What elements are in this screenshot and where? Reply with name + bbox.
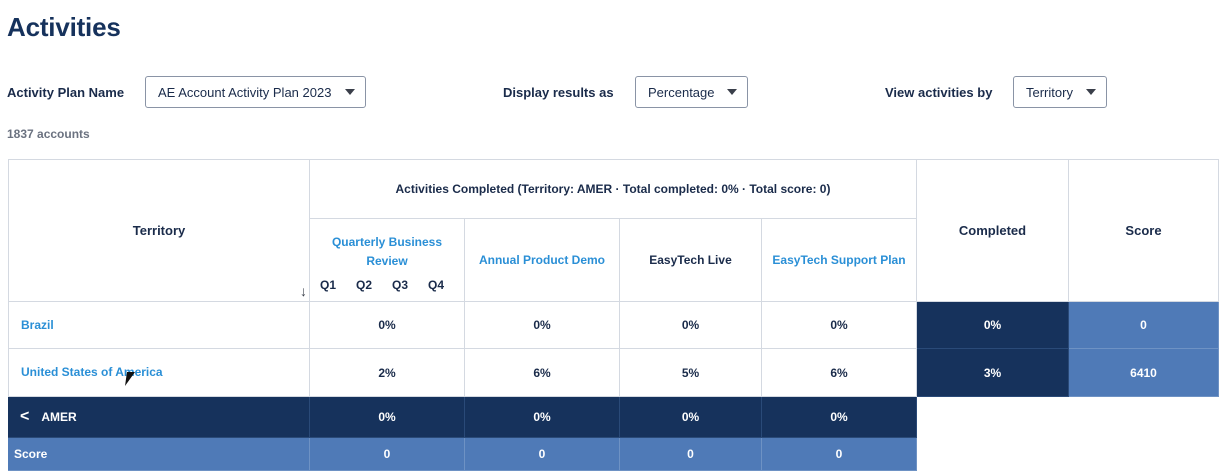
- summary-row-label: AMER: [41, 410, 77, 424]
- view-activities-value: Territory: [1026, 84, 1073, 100]
- score-row-cell: 0: [762, 438, 917, 471]
- page-title: Activities: [7, 12, 121, 42]
- activity-header-qbr-label: Quarterly Business Review: [331, 235, 443, 268]
- table-cell: 0%: [620, 302, 762, 349]
- completed-cell: 3%: [917, 349, 1069, 397]
- summary-cell: 0%: [310, 397, 465, 438]
- activities-table: Territory ↓ Activities Completed (Territ…: [8, 159, 1219, 473]
- view-activities-select[interactable]: Territory: [1013, 76, 1107, 108]
- chevron-left-icon[interactable]: <: [20, 408, 30, 425]
- caret-down-icon: [345, 89, 355, 95]
- table-cell: 6%: [762, 349, 917, 397]
- table-cell: 5%: [620, 349, 762, 397]
- table-cell: 0%: [310, 302, 465, 349]
- activity-header-qbr[interactable]: Quarterly Business Review Q1 Q2 Q3 Q4: [310, 219, 465, 302]
- quarter-label: Q2: [356, 278, 373, 292]
- caret-down-icon: [727, 89, 737, 95]
- summary-cell: 0%: [762, 397, 917, 438]
- completed-cell: 0%: [917, 302, 1069, 349]
- territory-header[interactable]: Territory ↓: [8, 159, 310, 302]
- territory-header-label: Territory: [132, 223, 186, 238]
- quarter-label: Q1: [320, 278, 337, 292]
- score-header[interactable]: Score: [1069, 159, 1219, 302]
- score-row-cell: 0: [465, 438, 620, 471]
- summary-cell: 0%: [620, 397, 762, 438]
- score-row-cell: 0: [310, 438, 465, 471]
- completed-header[interactable]: Completed: [917, 159, 1069, 302]
- summary-row-amer[interactable]: < AMER: [8, 397, 310, 438]
- display-results-select[interactable]: Percentage: [635, 76, 748, 108]
- score-row-cell: 0: [620, 438, 762, 471]
- activity-header-annual-demo[interactable]: Annual Product Demo: [465, 219, 620, 302]
- summary-cell: 0%: [465, 397, 620, 438]
- accounts-count: 1837 accounts: [7, 127, 90, 141]
- activity-plan-label: Activity Plan Name: [7, 85, 125, 100]
- display-results-label: Display results as: [503, 85, 614, 100]
- caret-down-icon: [1086, 89, 1096, 95]
- activities-group-header: Activities Completed (Territory: AMER · …: [310, 159, 917, 219]
- score-cell: 6410: [1069, 349, 1219, 397]
- quarter-label: Q3: [392, 278, 409, 292]
- activity-plan-value: AE Account Activity Plan 2023: [158, 84, 332, 100]
- row-territory-usa[interactable]: United States of America: [8, 349, 310, 397]
- table-cell: 0%: [762, 302, 917, 349]
- activity-header-support-plan[interactable]: EasyTech Support Plan: [762, 219, 917, 302]
- row-territory-brazil[interactable]: Brazil: [8, 302, 310, 349]
- table-cell: 2%: [310, 349, 465, 397]
- quarter-label: Q4: [428, 278, 445, 292]
- score-cell: 0: [1069, 302, 1219, 349]
- table-cell: 6%: [465, 349, 620, 397]
- table-cell: 0%: [465, 302, 620, 349]
- activity-header-easytech-live[interactable]: EasyTech Live: [620, 219, 762, 302]
- view-activities-label: View activities by: [885, 85, 993, 100]
- activity-plan-select[interactable]: AE Account Activity Plan 2023: [145, 76, 366, 108]
- sort-down-icon[interactable]: ↓: [300, 283, 307, 299]
- quarter-labels: Q1 Q2 Q3 Q4: [320, 276, 444, 295]
- display-results-value: Percentage: [648, 84, 715, 100]
- score-row-label: Score: [8, 438, 310, 471]
